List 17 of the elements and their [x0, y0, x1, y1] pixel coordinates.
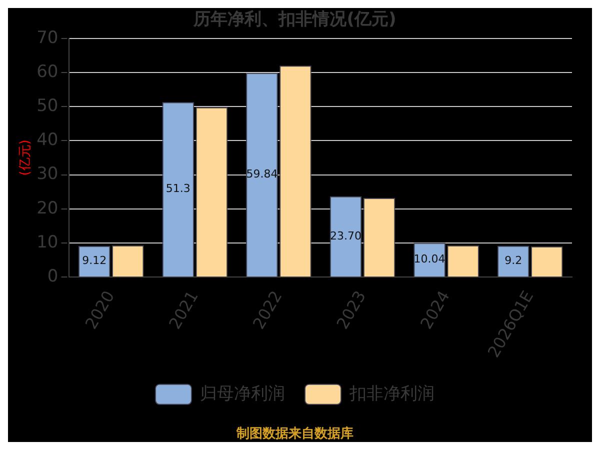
chart-title: 历年净利、扣非情况(亿元) — [192, 10, 396, 30]
legend-label: 归母净利润 — [200, 384, 285, 404]
y-tick-label: 40 — [36, 130, 58, 150]
y-axis-title: (亿元) — [18, 140, 34, 176]
data-label: 23.70 — [330, 229, 362, 242]
y-tick-label: 20 — [36, 198, 58, 218]
y-tick-label: 10 — [36, 232, 58, 252]
data-label: 9.12 — [82, 254, 107, 268]
y-tick-label: 50 — [36, 96, 58, 116]
data-label: 51.3 — [166, 182, 190, 196]
y-tick-label: 0 — [47, 266, 58, 286]
legend-label: 扣非净利润 — [348, 384, 434, 404]
data-label: 9.2 — [504, 254, 522, 267]
text: 制图数据来自数据库 — [236, 426, 354, 442]
y-tick-label: 30 — [36, 164, 58, 184]
y-tick-label: 70 — [36, 28, 58, 48]
y-tick-label: 60 — [36, 62, 58, 82]
